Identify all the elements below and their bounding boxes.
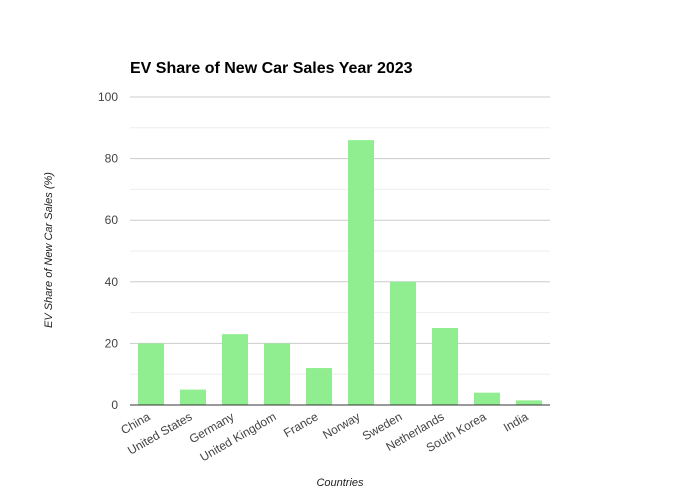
bars (137, 140, 543, 405)
bar-sweden[interactable] (389, 281, 417, 405)
y-tick-labels: 0 20 40 60 80 100 (98, 90, 118, 412)
x-axis-title: Countries (316, 477, 364, 489)
x-tick-label: India (501, 409, 531, 434)
bar-france[interactable] (305, 368, 333, 405)
bar-netherlands[interactable] (431, 328, 459, 405)
grid-lines (130, 96, 550, 375)
bar-india[interactable] (515, 400, 543, 405)
bar-norway[interactable] (347, 140, 375, 405)
y-tick-label: 20 (105, 336, 119, 350)
y-tick-label: 0 (111, 398, 118, 412)
y-tick-label: 100 (98, 90, 118, 104)
bar-united-kingdom[interactable] (263, 343, 291, 405)
chart-title: EV Share of New Car Sales Year 2023 (130, 60, 413, 77)
y-tick-label: 80 (105, 152, 119, 166)
y-tick-label: 60 (105, 213, 119, 227)
bar-germany[interactable] (221, 334, 249, 405)
bar-south-korea[interactable] (473, 392, 501, 405)
x-tick-label: France (281, 409, 321, 440)
y-tick-label: 40 (105, 275, 119, 289)
bar-china[interactable] (137, 343, 165, 405)
bar-united-states[interactable] (179, 389, 207, 405)
y-axis-title: EV Share of New Car Sales (%) (43, 172, 55, 328)
x-tick-label: Norway (320, 409, 362, 441)
